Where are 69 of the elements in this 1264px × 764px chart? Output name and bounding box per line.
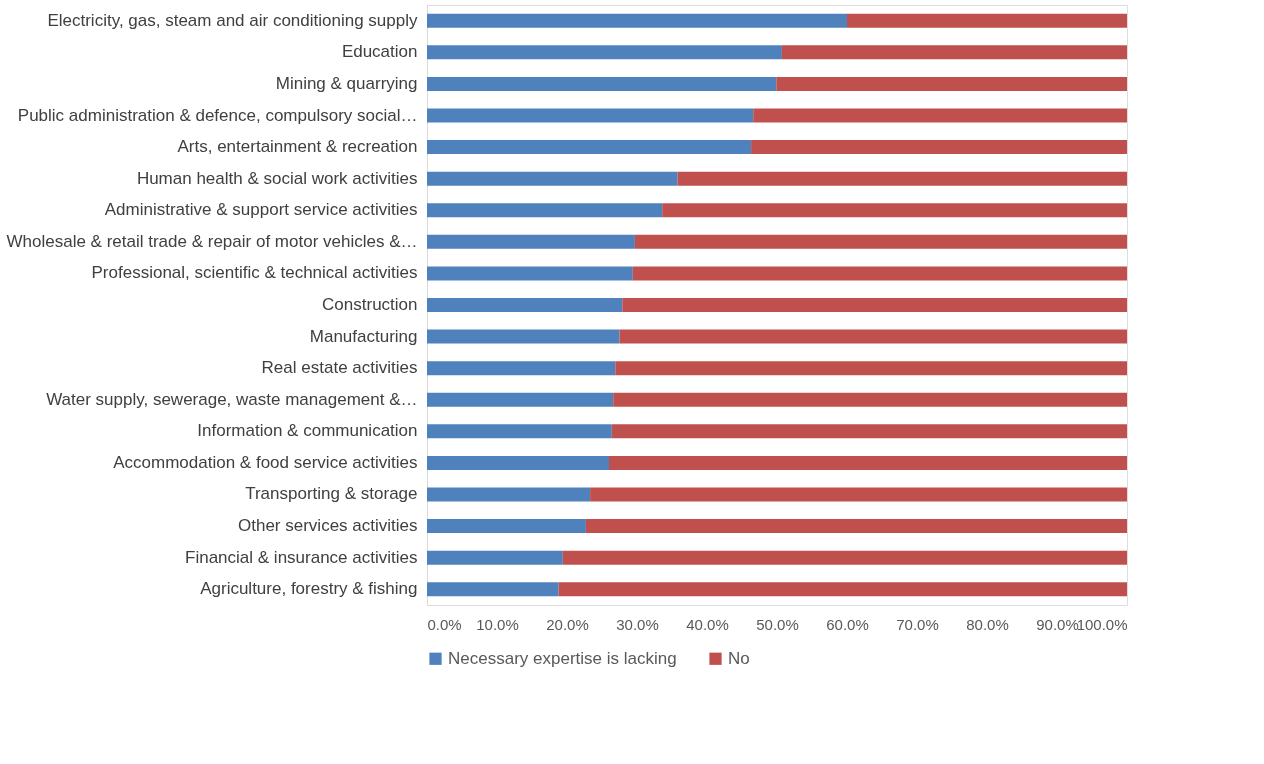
bar (427, 392, 614, 407)
y-tick-label: Wholesale & retail trade & repair of motor vehicles &… (6, 231, 418, 251)
y-tick-label: Real estate activities (261, 358, 418, 378)
y-tick-label: Other services activities (238, 516, 418, 536)
bar (615, 361, 1127, 376)
bar (613, 392, 1127, 407)
bar (427, 329, 620, 344)
bar (677, 171, 1127, 186)
x-tick-label: 10.0% (476, 615, 519, 633)
x-tick-label: 80.0% (966, 615, 1009, 633)
bar (609, 455, 1127, 470)
bar (562, 550, 1127, 565)
bar (427, 203, 663, 218)
bar (590, 487, 1127, 502)
y-tick-label: Financial & insurance activities (185, 547, 418, 567)
x-tick-label: 20.0% (546, 615, 589, 633)
bar (611, 424, 1127, 439)
bar (427, 76, 777, 91)
y-tick-label: Agriculture, forestry & fishing (200, 579, 418, 599)
x-tick-label: 30.0% (616, 615, 659, 633)
bar (585, 519, 1127, 534)
bar (632, 266, 1127, 281)
legend-label: No (728, 648, 750, 668)
y-tick-label: Education (341, 42, 418, 62)
x-tick-label: 70.0% (896, 615, 939, 633)
bar (427, 519, 586, 534)
y-tick-label: Manufacturing (309, 326, 418, 346)
bar (751, 140, 1127, 155)
bar (427, 455, 609, 470)
y-tick-label: Information & communication (197, 421, 418, 441)
x-tick-label: 50.0% (756, 615, 799, 633)
bar (781, 45, 1127, 60)
bar (558, 582, 1127, 597)
y-tick-label: Human health & social work activities (136, 168, 418, 188)
bar (619, 329, 1127, 344)
y-tick-label: Professional, scientific & technical activities (91, 263, 418, 283)
y-tick-label: Transporting & storage (245, 484, 418, 504)
bar (427, 140, 752, 155)
x-tick-label: 90.0% (1036, 615, 1079, 633)
bar (427, 45, 782, 60)
bar (776, 76, 1127, 91)
y-tick-label: Accommodation & food service activities (113, 452, 418, 472)
x-tick-label: 40.0% (686, 615, 729, 633)
bar (427, 582, 559, 597)
bar (622, 298, 1127, 312)
legend-label: Necessary expertise is lacking (448, 648, 677, 668)
y-tick-label: Water supply, sewerage, waste management &… (46, 389, 418, 409)
y-tick-label: Administrative & support service activities (104, 200, 418, 220)
x-tick-label: 60.0% (826, 615, 869, 633)
bar (634, 234, 1127, 249)
y-tick-label: Public administration & defence, compulsory social… (17, 105, 418, 125)
y-tick-label: Arts, entertainment & recreation (177, 137, 418, 157)
bar (753, 108, 1127, 123)
bar (427, 234, 635, 249)
bar (427, 487, 591, 502)
bar (662, 203, 1127, 218)
bar (427, 171, 678, 186)
bar (427, 298, 623, 312)
bar (427, 550, 563, 565)
y-tick-label: Construction (322, 295, 418, 314)
y-tick-label: Mining & quarrying (275, 73, 418, 93)
bar (427, 108, 754, 123)
bar (427, 424, 612, 439)
bar (427, 361, 616, 376)
x-tick-label: 0.0% (427, 615, 462, 633)
bar (847, 13, 1127, 28)
bar (427, 266, 633, 281)
bar (427, 13, 847, 28)
y-tick-label: Electricity, gas, steam and air conditioning supply (47, 10, 418, 30)
